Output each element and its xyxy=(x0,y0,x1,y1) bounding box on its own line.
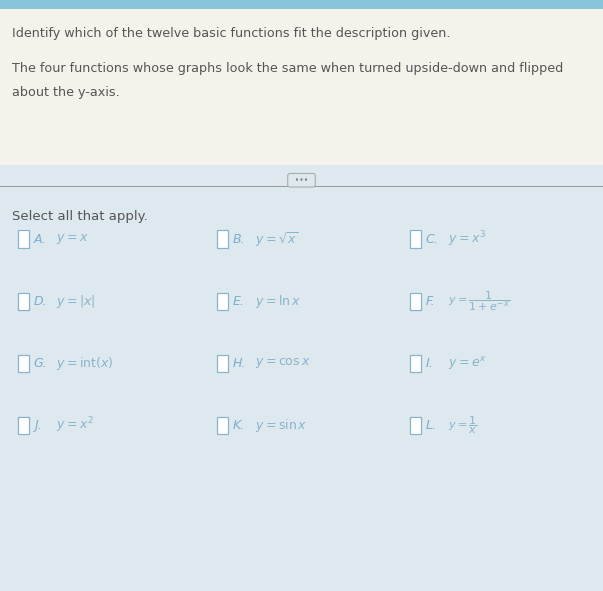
Text: •••: ••• xyxy=(290,176,313,185)
FancyBboxPatch shape xyxy=(217,355,228,372)
Text: $y=e^x$: $y=e^x$ xyxy=(448,355,487,372)
FancyBboxPatch shape xyxy=(0,9,603,165)
FancyBboxPatch shape xyxy=(0,0,603,9)
FancyBboxPatch shape xyxy=(18,230,29,248)
FancyBboxPatch shape xyxy=(217,293,228,310)
FancyBboxPatch shape xyxy=(217,417,228,434)
Text: Identify which of the twelve basic functions fit the description given.: Identify which of the twelve basic funct… xyxy=(12,27,450,40)
Text: $y=x$: $y=x$ xyxy=(56,232,89,246)
Text: $y=\sqrt{x}$: $y=\sqrt{x}$ xyxy=(255,230,298,249)
FancyBboxPatch shape xyxy=(410,230,421,248)
FancyBboxPatch shape xyxy=(217,230,228,248)
Text: The four functions whose graphs look the same when turned upside-down and flippe: The four functions whose graphs look the… xyxy=(12,62,563,75)
Text: J.: J. xyxy=(34,419,42,432)
Text: C.: C. xyxy=(426,233,438,246)
Text: $y=\ln x$: $y=\ln x$ xyxy=(255,293,301,310)
Text: Select all that apply.: Select all that apply. xyxy=(12,210,148,223)
Text: $y=x^3$: $y=x^3$ xyxy=(448,229,486,249)
Text: K.: K. xyxy=(233,419,245,432)
Text: $y=\sin x$: $y=\sin x$ xyxy=(255,417,308,434)
FancyBboxPatch shape xyxy=(18,355,29,372)
FancyBboxPatch shape xyxy=(18,417,29,434)
Text: F.: F. xyxy=(426,295,435,308)
FancyBboxPatch shape xyxy=(410,355,421,372)
Text: G.: G. xyxy=(34,357,48,370)
Text: H.: H. xyxy=(233,357,246,370)
Text: $y=\dfrac{1}{1+e^{-x}}$: $y=\dfrac{1}{1+e^{-x}}$ xyxy=(448,290,510,313)
Text: A.: A. xyxy=(34,233,46,246)
Text: I.: I. xyxy=(426,357,434,370)
Text: $y=\cos x$: $y=\cos x$ xyxy=(255,356,311,371)
Text: B.: B. xyxy=(233,233,245,246)
Text: E.: E. xyxy=(233,295,245,308)
Text: $y=|x|$: $y=|x|$ xyxy=(56,293,95,310)
FancyBboxPatch shape xyxy=(18,293,29,310)
FancyBboxPatch shape xyxy=(0,165,603,591)
FancyBboxPatch shape xyxy=(410,417,421,434)
Text: $y=\mathrm{int}(x)$: $y=\mathrm{int}(x)$ xyxy=(56,355,113,372)
Text: L.: L. xyxy=(426,419,437,432)
Text: about the y-axis.: about the y-axis. xyxy=(12,86,120,99)
Text: $y=\dfrac{1}{x}$: $y=\dfrac{1}{x}$ xyxy=(448,415,478,436)
FancyBboxPatch shape xyxy=(410,293,421,310)
Text: D.: D. xyxy=(34,295,48,308)
Text: $y=x^2$: $y=x^2$ xyxy=(56,415,93,436)
